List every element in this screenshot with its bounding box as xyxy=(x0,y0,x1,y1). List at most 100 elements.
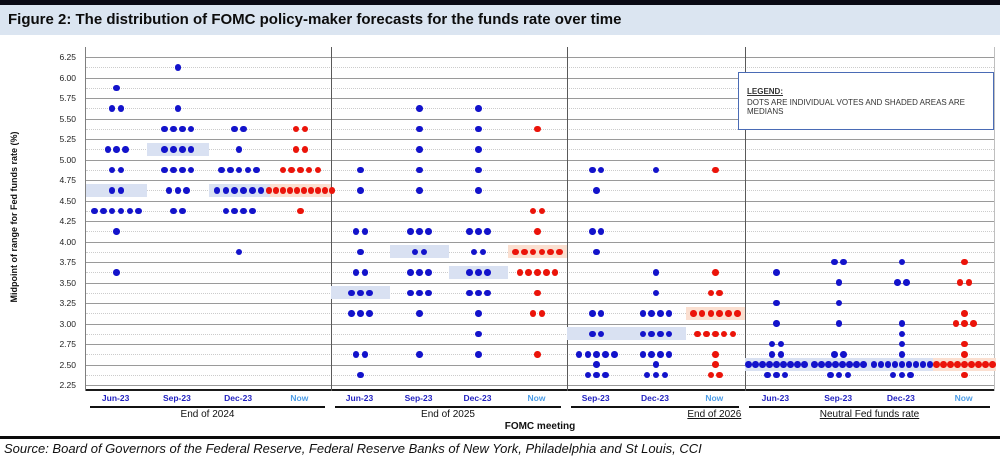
y-tick-label: 3.75 xyxy=(59,257,76,267)
forecast-dot xyxy=(853,361,860,368)
y-tick-label: 4.25 xyxy=(59,216,76,226)
legend-box: LEGEND: DOTS ARE INDIVIDUAL VOTES AND SH… xyxy=(738,72,994,130)
legend-text: DOTS ARE INDIVIDUAL VOTES AND SHADED ARE… xyxy=(747,98,965,116)
forecast-dot-now xyxy=(307,187,315,194)
forecast-dot xyxy=(218,166,225,173)
forecast-dot xyxy=(898,351,906,358)
forecast-dot xyxy=(665,351,673,358)
forecast-dot-now xyxy=(293,187,301,194)
forecast-dot xyxy=(475,105,482,112)
gridline-major xyxy=(86,221,994,222)
forecast-dot-now xyxy=(265,187,273,194)
forecast-dot-now xyxy=(975,361,982,368)
forecast-dot xyxy=(835,371,843,378)
x-tick-label: Sep-23 xyxy=(162,393,191,403)
forecast-dot xyxy=(475,351,482,358)
x-tick-label: Now xyxy=(290,393,309,403)
forecast-dot xyxy=(639,330,647,337)
gridline-major xyxy=(86,385,994,386)
forecast-dot xyxy=(235,146,243,153)
forecast-dot xyxy=(657,310,664,317)
forecast-dot xyxy=(257,187,265,194)
forecast-dot xyxy=(213,187,221,194)
forecast-dot xyxy=(352,269,360,276)
forecast-dot-now xyxy=(961,351,968,358)
forecast-dot xyxy=(416,310,423,317)
forecast-dot xyxy=(898,371,906,378)
forecast-dot-now xyxy=(725,310,732,317)
forecast-dot-now xyxy=(512,248,519,255)
forecast-dot xyxy=(227,166,234,173)
forecast-dot xyxy=(179,125,186,132)
forecast-dot xyxy=(411,248,419,255)
forecast-dot-now xyxy=(538,248,546,255)
forecast-dot xyxy=(425,269,432,276)
y-tick-label: 5.50 xyxy=(59,113,76,124)
forecast-dot xyxy=(361,351,369,358)
x-tick-label: Sep-23 xyxy=(581,393,610,403)
forecast-dot xyxy=(589,228,596,235)
forecast-dot xyxy=(161,166,168,173)
gridline-major xyxy=(86,282,994,284)
forecast-dot xyxy=(907,371,914,378)
median-shade xyxy=(390,245,449,259)
forecast-dot-now xyxy=(534,125,541,132)
forecast-dot xyxy=(475,289,482,296)
forecast-dot xyxy=(652,371,660,378)
forecast-dot xyxy=(416,269,423,276)
forecast-dot-now xyxy=(529,207,537,214)
forecast-dot-now xyxy=(305,166,313,173)
forecast-dot-now xyxy=(965,279,973,286)
panel-separator xyxy=(745,47,746,391)
panel-separator xyxy=(567,47,568,391)
forecast-dot-now xyxy=(534,289,541,296)
y-tick-label: 6.25 xyxy=(59,52,76,62)
forecast-dot xyxy=(475,125,482,132)
forecast-dot-now xyxy=(961,258,968,266)
forecast-dot xyxy=(187,146,195,153)
forecast-dot xyxy=(235,166,243,173)
forecast-dot xyxy=(108,166,116,173)
forecast-dot xyxy=(745,361,752,368)
forecast-dot xyxy=(475,187,482,194)
forecast-dot xyxy=(240,207,247,214)
forecast-dot xyxy=(919,361,927,368)
forecast-dot xyxy=(352,228,360,235)
forecast-dot xyxy=(366,310,373,317)
forecast-dot-now xyxy=(301,125,309,132)
forecast-dot-now xyxy=(690,310,697,317)
forecast-dot xyxy=(593,248,600,255)
plot-area: LEGEND: DOTS ARE INDIVIDUAL VOTES AND SH… xyxy=(85,47,996,391)
forecast-dot xyxy=(187,125,195,132)
forecast-dot-now xyxy=(551,269,559,276)
forecast-dot xyxy=(416,228,423,235)
forecast-dot xyxy=(648,330,655,337)
forecast-dot-now xyxy=(543,269,550,276)
forecast-dot xyxy=(253,166,260,173)
forecast-dot xyxy=(416,351,423,358)
forecast-dot xyxy=(781,371,789,378)
forecast-dot xyxy=(926,361,934,368)
y-tick-label: 2.50 xyxy=(59,359,76,370)
forecast-dot-now xyxy=(720,330,728,337)
forecast-dot xyxy=(593,371,600,378)
axis-group-label: End of 2024 xyxy=(180,409,235,420)
forecast-dot xyxy=(827,371,834,378)
y-axis-ticks: 6.25 6.00 5.75 5.50 5.25 5.00 4.75 4.50 4.25 4.00… xyxy=(0,47,80,391)
forecast-dot xyxy=(108,187,116,194)
forecast-dot xyxy=(170,146,177,153)
forecast-dot xyxy=(122,146,129,153)
forecast-dot xyxy=(357,248,364,255)
forecast-dot-now xyxy=(301,146,309,153)
forecast-dot xyxy=(366,289,373,296)
forecast-dot xyxy=(903,279,910,286)
forecast-dot xyxy=(357,166,364,173)
forecast-dot xyxy=(831,258,838,266)
forecast-dot-now xyxy=(712,351,719,358)
forecast-dot xyxy=(846,361,853,368)
forecast-dot xyxy=(801,361,808,368)
forecast-dot-now xyxy=(529,248,537,255)
forecast-dot xyxy=(361,228,369,235)
forecast-dot xyxy=(416,146,423,153)
source-rule xyxy=(0,436,1000,439)
